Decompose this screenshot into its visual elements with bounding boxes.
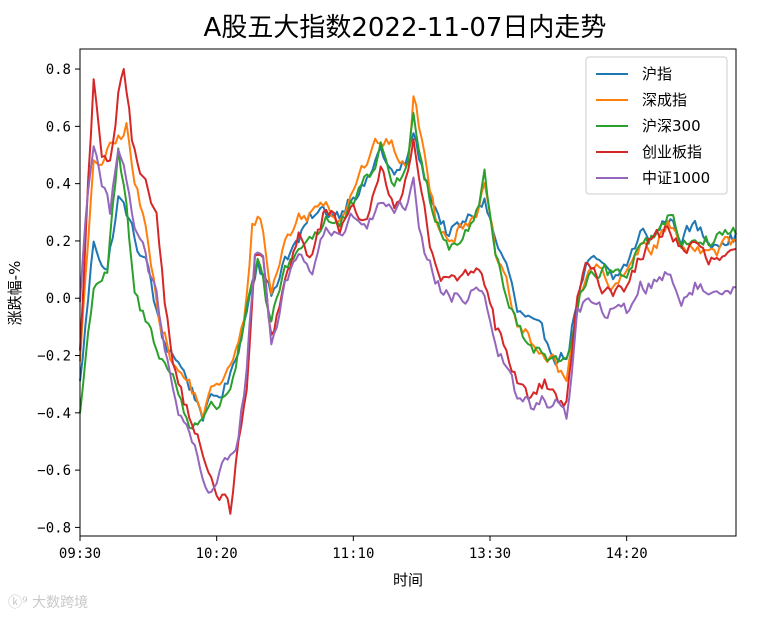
y-tick-label: 0.2 [46,234,71,250]
y-axis: 0.8 0.6 0.4 0.2 0.0 −0.2 −0.4 −0.6 −0.8 [37,62,80,536]
watermark: ⓚ⁹ 大数跨境 [8,592,88,612]
series-line-2 [79,111,737,430]
x-tick-label: 11:10 [332,546,374,562]
series-line-4 [79,145,737,494]
y-tick-label: 0.0 [46,291,71,307]
y-tick-label: 0.4 [46,177,71,193]
y-tick-label: −0.4 [37,406,71,422]
plot-frame [79,48,737,537]
legend-box [585,56,728,195]
y-tick-label: 0.6 [46,119,71,135]
legend-entry: 中证1000 [642,169,710,187]
x-tick-label: 10:20 [196,546,238,562]
x-axis: 09:30 10:20 11:10 13:30 14:20 [59,536,648,562]
y-tick-label: −0.6 [37,463,71,479]
legend-entry: 深成指 [642,91,687,109]
legend-entry: 创业板指 [642,143,702,161]
x-axis-label: 时间 [393,571,423,589]
series-lines [79,68,737,515]
series-line-3 [79,68,737,515]
y-axis-label: 涨跌幅-% [6,261,24,326]
y-tick-label: −0.2 [37,349,71,365]
y-tick-label: −0.8 [37,520,71,536]
watermark-logo-icon: ⓚ⁹ [8,595,28,611]
x-tick-label: 09:30 [59,546,101,562]
x-tick-label: 13:30 [469,546,511,562]
legend-entry: 沪指 [642,65,672,83]
legend-entry: 沪深300 [642,117,701,135]
x-tick-label: 14:20 [606,546,648,562]
watermark-text: 大数跨境 [32,595,89,611]
chart-title: A股五大指数2022-11-07日内走势 [204,13,607,43]
y-tick-label: 0.8 [46,62,71,78]
